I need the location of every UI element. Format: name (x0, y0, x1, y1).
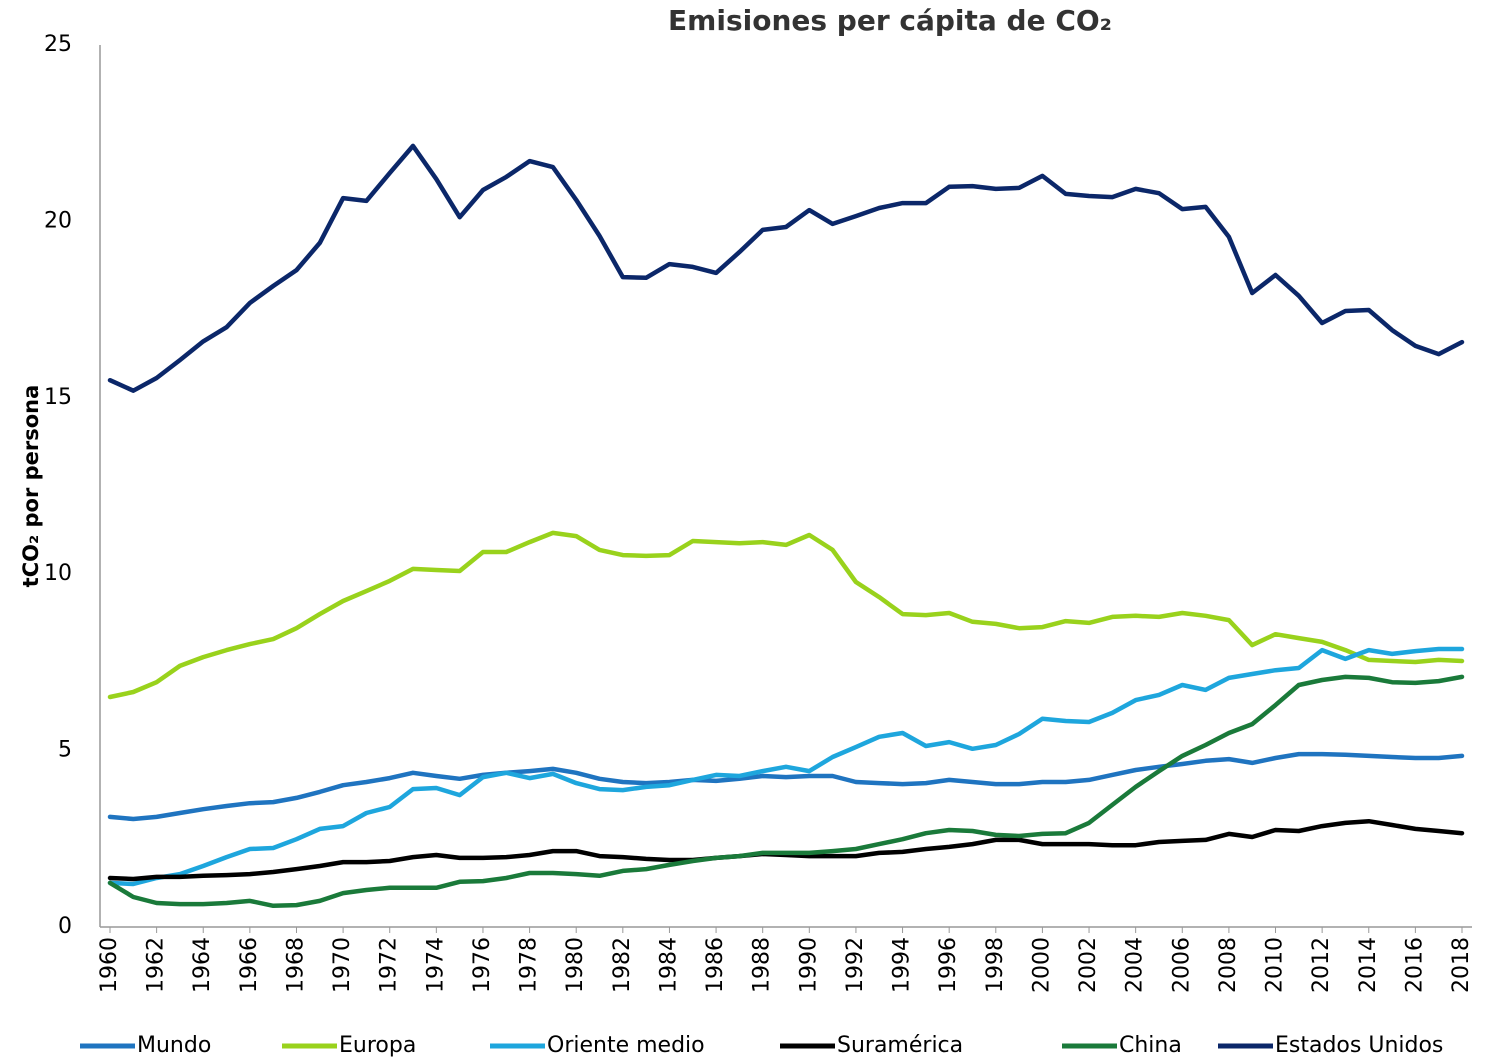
y-tick-label: 5 (58, 738, 72, 763)
x-tick-label: 1994 (890, 937, 915, 993)
x-tick-label: 1990 (796, 937, 821, 993)
x-tick-label: 2004 (1123, 937, 1148, 993)
x-tick-label: 1980 (563, 937, 588, 993)
y-tick-label: 0 (58, 914, 72, 939)
x-tick-label: 2016 (1402, 937, 1427, 993)
x-tick-label: 2000 (1029, 937, 1054, 993)
legend-label: Europa (339, 1033, 416, 1058)
legend-label: Suramérica (837, 1033, 963, 1058)
x-tick-label: 1978 (517, 937, 542, 993)
x-tick-label: 1972 (377, 937, 402, 993)
x-tick-label: 1998 (983, 937, 1008, 993)
y-axis-label: tCO₂ por persona (19, 385, 43, 588)
x-tick-label: 2018 (1449, 937, 1474, 993)
x-tick-label: 1974 (423, 937, 448, 993)
legend-label: Mundo (137, 1033, 211, 1058)
x-tick-label: 1968 (283, 937, 308, 993)
legend-label: China (1119, 1033, 1182, 1058)
x-tick-label: 1986 (703, 937, 728, 993)
x-tick-label: 1964 (190, 937, 215, 993)
x-tick-label: 1996 (936, 937, 961, 993)
y-tick-label: 15 (44, 385, 72, 410)
series-line (107, 143, 1465, 393)
series-line (107, 646, 1465, 887)
series-line (107, 674, 1465, 909)
x-tick-label: 1962 (144, 937, 169, 993)
x-tick-label: 1960 (97, 937, 122, 993)
x-tick-label: 2008 (1216, 937, 1241, 993)
y-tick-label: 10 (44, 561, 72, 586)
x-tick-label: 1988 (750, 937, 775, 993)
legend-label: Estados Unidos (1275, 1033, 1443, 1058)
y-tick-label: 20 (44, 208, 72, 233)
x-tick-label: 2012 (1309, 937, 1334, 993)
x-tick-label: 2014 (1356, 937, 1381, 993)
x-tick-label: 2006 (1169, 937, 1194, 993)
x-tick-label: 1992 (843, 937, 868, 993)
x-tick-label: 1976 (470, 937, 495, 993)
x-tick-label: 2010 (1263, 937, 1288, 993)
x-tick-label: 1984 (656, 937, 681, 993)
x-tick-label: 2002 (1076, 937, 1101, 993)
x-tick-label: 1982 (610, 937, 635, 993)
series-line (107, 530, 1465, 700)
x-tick-label: 1966 (237, 937, 262, 993)
series-line (107, 751, 1465, 822)
legend-label: Oriente medio (547, 1033, 705, 1058)
x-tick-label: 1970 (330, 937, 355, 993)
chart-title: Emisiones per cápita de CO₂ (668, 4, 1112, 37)
y-tick-label: 25 (44, 32, 72, 57)
